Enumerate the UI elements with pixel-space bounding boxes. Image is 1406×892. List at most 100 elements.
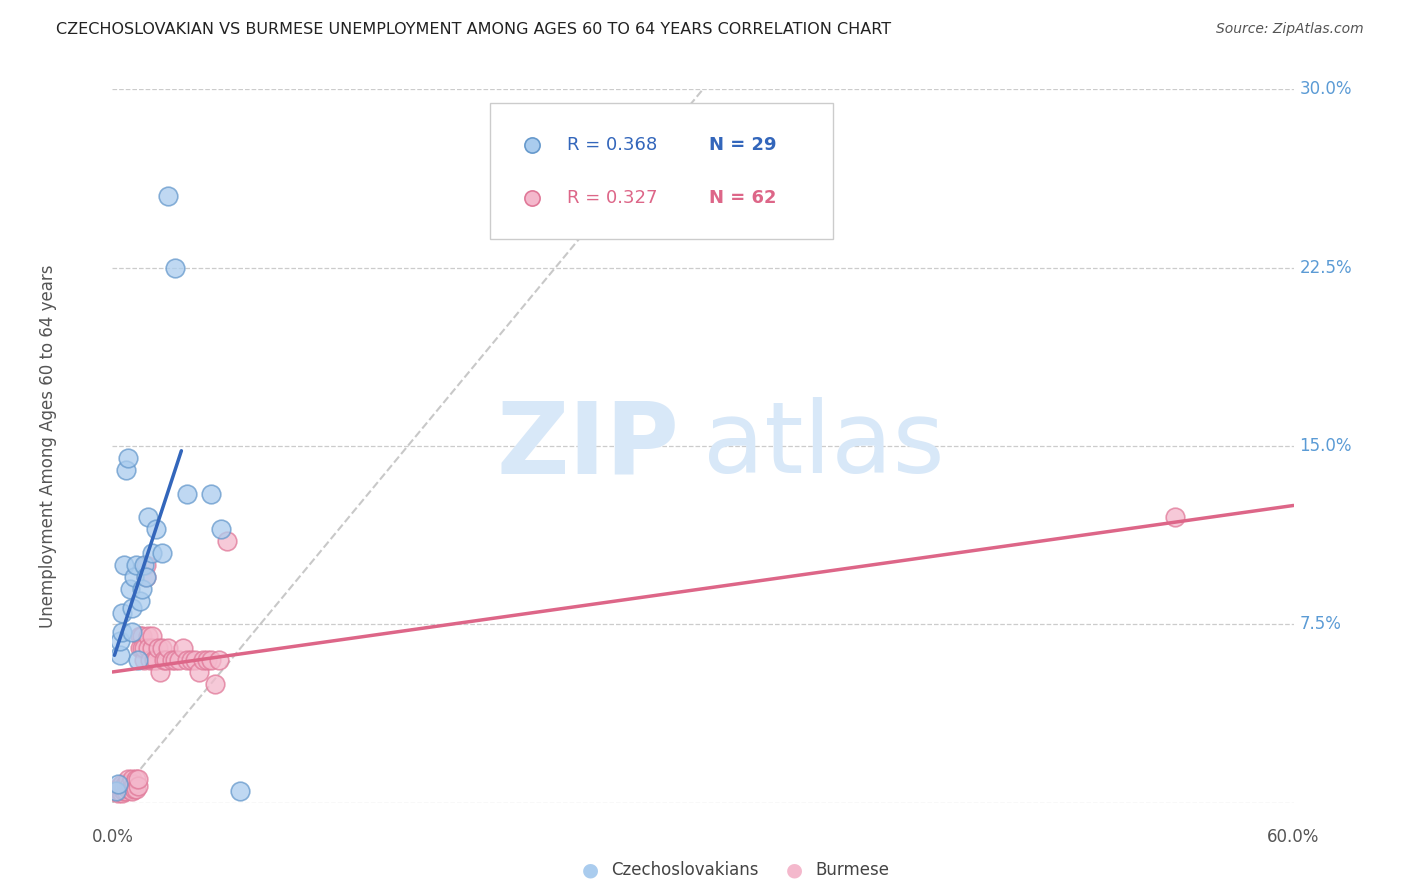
Point bbox=[121, 772, 143, 786]
Point bbox=[136, 629, 159, 643]
Point bbox=[105, 784, 128, 798]
Point bbox=[121, 784, 143, 798]
Point bbox=[117, 777, 139, 791]
Point bbox=[117, 781, 139, 796]
Text: Czechoslovakians: Czechoslovakians bbox=[612, 861, 759, 879]
Point bbox=[120, 582, 142, 596]
Text: CZECHOSLOVAKIAN VS BURMESE UNEMPLOYMENT AMONG AGES 60 TO 64 YEARS CORRELATION CH: CZECHOSLOVAKIAN VS BURMESE UNEMPLOYMENT … bbox=[56, 22, 891, 37]
Point bbox=[180, 653, 202, 667]
Point bbox=[139, 653, 162, 667]
Point bbox=[111, 624, 134, 639]
Point bbox=[165, 653, 187, 667]
Point bbox=[165, 260, 187, 275]
Point bbox=[110, 784, 132, 798]
Point bbox=[145, 522, 167, 536]
Text: R = 0.327: R = 0.327 bbox=[567, 189, 658, 207]
Point bbox=[131, 582, 153, 596]
Point bbox=[176, 653, 198, 667]
Point bbox=[132, 641, 155, 656]
Point bbox=[110, 648, 132, 663]
Point bbox=[110, 779, 132, 793]
Point bbox=[200, 486, 222, 500]
Point bbox=[136, 510, 159, 524]
Point bbox=[112, 784, 135, 798]
Point bbox=[200, 653, 222, 667]
Point bbox=[111, 777, 134, 791]
Point bbox=[127, 772, 149, 786]
Point bbox=[136, 641, 159, 656]
Point bbox=[149, 665, 172, 679]
Text: N = 29: N = 29 bbox=[709, 136, 776, 153]
Text: ●: ● bbox=[786, 860, 803, 880]
Point bbox=[229, 784, 252, 798]
Point bbox=[121, 779, 143, 793]
Point bbox=[115, 463, 138, 477]
Text: 0.0%: 0.0% bbox=[91, 828, 134, 846]
Point bbox=[141, 629, 163, 643]
Point bbox=[150, 641, 173, 656]
Point bbox=[172, 641, 194, 656]
Point bbox=[127, 653, 149, 667]
Point bbox=[142, 653, 165, 667]
FancyBboxPatch shape bbox=[491, 103, 832, 239]
Point bbox=[107, 786, 129, 800]
Text: Burmese: Burmese bbox=[815, 861, 890, 879]
Point bbox=[135, 570, 157, 584]
Point bbox=[120, 777, 142, 791]
Point bbox=[191, 653, 214, 667]
Point bbox=[111, 786, 134, 800]
Point bbox=[156, 641, 179, 656]
Text: ZIP: ZIP bbox=[496, 398, 679, 494]
Point bbox=[145, 653, 167, 667]
Point bbox=[120, 781, 142, 796]
Point bbox=[209, 522, 232, 536]
Point bbox=[115, 777, 138, 791]
Point bbox=[105, 784, 128, 798]
Point bbox=[141, 641, 163, 656]
Point bbox=[112, 558, 135, 572]
Point bbox=[117, 450, 139, 465]
Point bbox=[169, 653, 191, 667]
Point bbox=[122, 781, 145, 796]
Point bbox=[135, 570, 157, 584]
Text: 30.0%: 30.0% bbox=[1299, 80, 1353, 98]
Point bbox=[125, 772, 148, 786]
Point bbox=[111, 781, 134, 796]
Point bbox=[112, 779, 135, 793]
Point bbox=[204, 677, 226, 691]
Point bbox=[107, 781, 129, 796]
Point bbox=[176, 486, 198, 500]
Point bbox=[155, 653, 177, 667]
Point bbox=[132, 558, 155, 572]
Point bbox=[125, 558, 148, 572]
Point bbox=[121, 624, 143, 639]
Point bbox=[141, 546, 163, 560]
Point bbox=[131, 641, 153, 656]
Text: Source: ZipAtlas.com: Source: ZipAtlas.com bbox=[1216, 22, 1364, 37]
Text: atlas: atlas bbox=[703, 398, 945, 494]
Point bbox=[156, 189, 179, 203]
Point bbox=[131, 629, 153, 643]
Point bbox=[129, 593, 152, 607]
Point bbox=[195, 653, 218, 667]
Point bbox=[129, 641, 152, 656]
Text: ●: ● bbox=[582, 860, 599, 880]
Point bbox=[146, 641, 169, 656]
Text: 7.5%: 7.5% bbox=[1299, 615, 1341, 633]
Point bbox=[208, 653, 231, 667]
Point bbox=[117, 772, 139, 786]
Point bbox=[122, 777, 145, 791]
Text: Unemployment Among Ages 60 to 64 years: Unemployment Among Ages 60 to 64 years bbox=[38, 264, 56, 628]
Point bbox=[125, 781, 148, 796]
Point bbox=[129, 629, 152, 643]
Point bbox=[115, 784, 138, 798]
Point bbox=[132, 653, 155, 667]
Point bbox=[215, 534, 238, 549]
Text: 22.5%: 22.5% bbox=[1299, 259, 1353, 277]
Point bbox=[150, 546, 173, 560]
Point bbox=[184, 653, 207, 667]
Point bbox=[122, 570, 145, 584]
Point bbox=[188, 665, 211, 679]
Point bbox=[152, 653, 174, 667]
Point bbox=[110, 634, 132, 648]
